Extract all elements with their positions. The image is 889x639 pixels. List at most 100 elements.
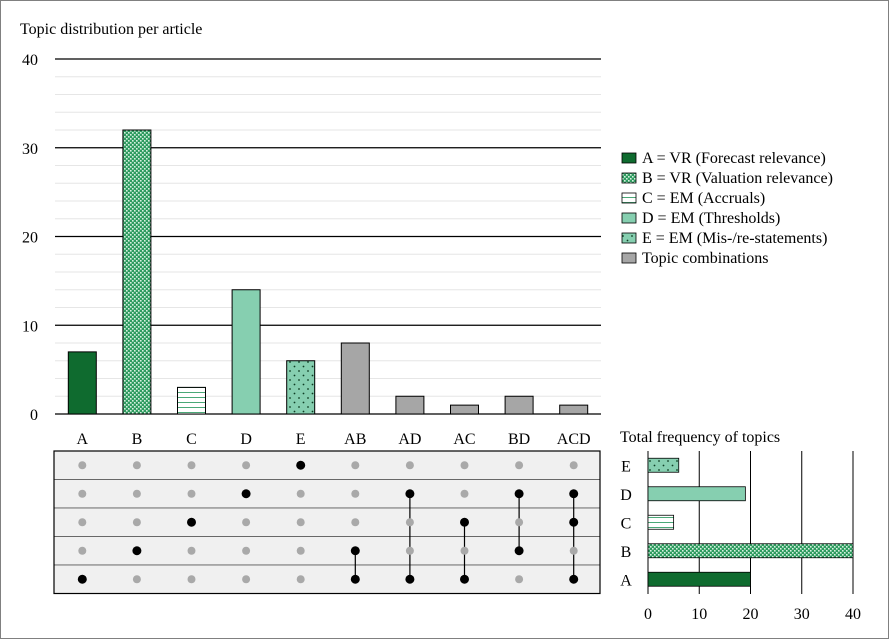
legend-label: A = VR (Forecast relevance)	[642, 150, 826, 167]
matrix-dot-active	[350, 574, 360, 584]
matrix-dot-inactive	[78, 489, 87, 498]
matrix-dot-active	[569, 574, 579, 584]
matrix-dot-inactive	[405, 461, 414, 470]
side-y-tick-label: D	[620, 487, 632, 504]
matrix-dot-inactive	[405, 546, 414, 555]
matrix-dot-active	[514, 489, 524, 499]
legend-label: E = EM (Mis-/re-statements)	[642, 230, 827, 247]
matrix-dot-inactive	[515, 518, 524, 527]
matrix-dot-inactive	[296, 489, 305, 498]
x-tick-label: BD	[508, 431, 530, 448]
matrix-dot-active	[132, 546, 142, 556]
x-tick-label: AB	[344, 431, 366, 448]
matrix-dot-inactive	[132, 461, 141, 470]
legend-label: Topic combinations	[642, 250, 768, 267]
matrix-dot-inactive	[187, 546, 196, 555]
matrix-dot-inactive	[296, 518, 305, 527]
side-chart-title: Total frequency of topics	[620, 429, 780, 446]
side-y-tick-label: E	[621, 458, 631, 475]
matrix-dot-active	[77, 574, 87, 584]
main-chart-x-ticks: A B C D E AB AD AC BD ACD	[77, 431, 591, 448]
bar-AB	[340, 342, 370, 415]
matrix-dot-inactive	[187, 461, 196, 470]
x-tick-label: B	[132, 431, 143, 448]
side-x-tick-label: 30	[794, 606, 810, 623]
main-chart-bars	[67, 129, 589, 415]
legend: A = VR (Forecast relevance) B = VR (Valua…	[621, 150, 833, 267]
bar-E	[286, 360, 316, 415]
matrix-dot-inactive	[187, 575, 196, 584]
bar-AC	[450, 404, 479, 415]
matrix-dot-inactive	[78, 518, 87, 527]
y-tick-label: 30	[22, 141, 38, 158]
x-tick-label: C	[186, 431, 197, 448]
legend-swatch	[621, 152, 637, 164]
legend-swatch	[621, 232, 637, 244]
matrix-dot-active	[405, 489, 415, 499]
matrix-frame	[53, 450, 601, 595]
matrix-dot-inactive	[296, 575, 305, 584]
matrix-dot-inactive	[460, 461, 469, 470]
matrix-dot-inactive	[460, 546, 469, 555]
legend-swatch	[621, 172, 637, 184]
x-tick-label: ACD	[557, 431, 591, 448]
legend-swatch	[621, 212, 637, 224]
matrix-dot-active	[296, 460, 306, 470]
legend-label: D = EM (Thresholds)	[642, 210, 780, 227]
y-tick-label: 0	[30, 407, 38, 424]
matrix-dot-active	[514, 546, 524, 556]
matrix-dot-inactive	[405, 518, 414, 527]
y-tick-label: 10	[22, 318, 38, 335]
matrix-dot-active	[460, 517, 469, 527]
matrix-dot-inactive	[460, 489, 469, 498]
matrix-row-E	[53, 450, 601, 480]
matrix-dot-inactive	[296, 546, 305, 555]
matrix-dot-inactive	[242, 575, 251, 584]
combination-matrix	[53, 450, 601, 595]
side-x-tick-label: 10	[691, 606, 707, 623]
side-bar-D	[647, 486, 746, 502]
side-y-tick-label: A	[620, 572, 632, 589]
matrix-dot-inactive	[351, 518, 360, 527]
y-tick-label: 40	[22, 52, 38, 69]
x-tick-label: A	[77, 431, 89, 448]
side-y-tick-label: B	[621, 544, 632, 561]
matrix-dot-active	[350, 546, 360, 556]
main-chart-title: Topic distribution per article	[20, 21, 202, 38]
bar-D	[231, 289, 261, 415]
matrix-dot-inactive	[242, 461, 251, 470]
bar-B	[122, 129, 152, 415]
matrix-dot-inactive	[187, 489, 196, 498]
legend-swatch	[621, 252, 637, 264]
bar-A	[67, 351, 97, 415]
side-y-tick-label: C	[621, 515, 632, 532]
matrix-dot-inactive	[569, 546, 578, 555]
matrix-dot-inactive	[242, 518, 251, 527]
matrix-dot-active	[187, 517, 196, 527]
matrix-dot-inactive	[569, 461, 578, 470]
side-bar-B	[647, 543, 854, 559]
side-bar-E	[647, 457, 680, 473]
matrix-dot-inactive	[351, 461, 360, 470]
side-x-tick-label: 40	[845, 606, 861, 623]
matrix-dot-inactive	[78, 546, 87, 555]
bar-ACD	[559, 404, 589, 415]
matrix-dot-inactive	[132, 518, 141, 527]
matrix-dot-active	[460, 574, 469, 584]
bar-AD	[395, 395, 425, 415]
matrix-dot-active	[405, 574, 415, 584]
matrix-dot-inactive	[78, 461, 87, 470]
x-tick-label: AD	[398, 431, 421, 448]
matrix-row-A	[53, 564, 601, 594]
side-bar-C	[647, 514, 675, 530]
x-tick-label: E	[296, 431, 306, 448]
bar-C	[177, 386, 206, 415]
x-tick-label: AC	[453, 431, 475, 448]
main-chart-y-ticks: 0 10 20 30 40	[22, 52, 38, 424]
legend-swatch	[621, 192, 637, 204]
x-tick-label: D	[240, 431, 252, 448]
side-x-tick-label: 0	[644, 606, 652, 623]
side-bar-A	[647, 571, 751, 587]
